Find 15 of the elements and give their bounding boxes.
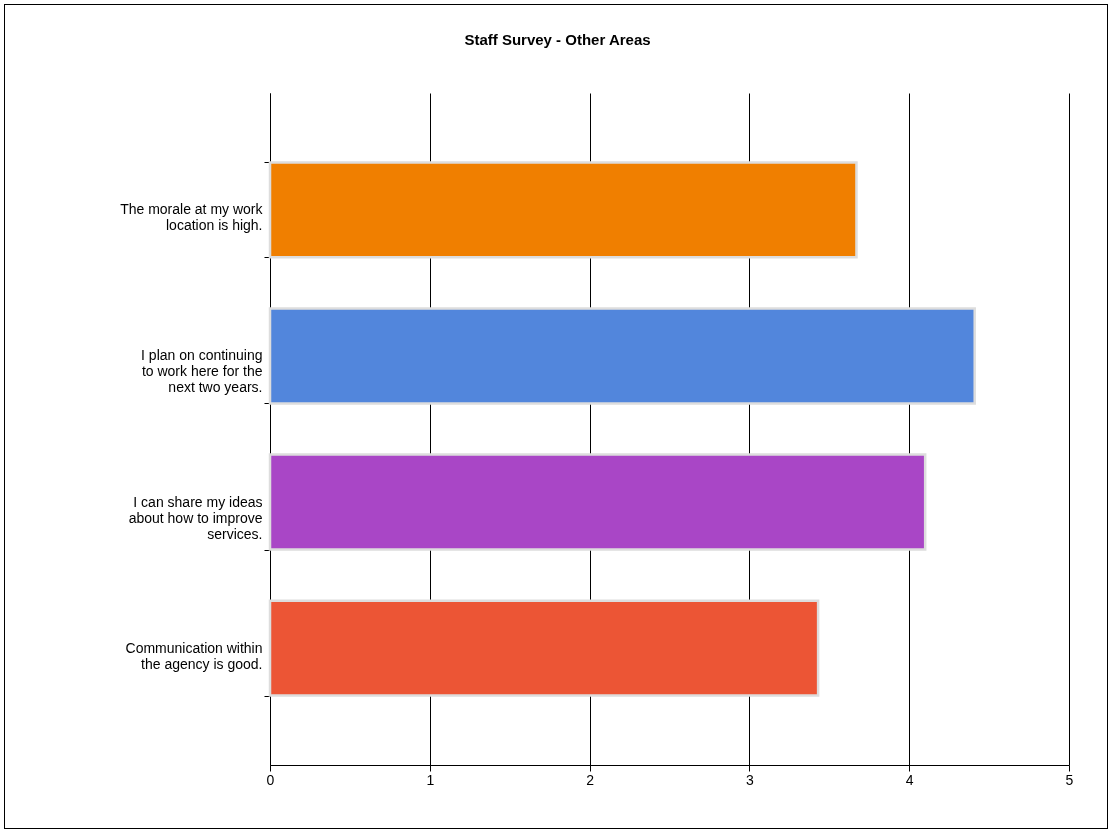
x-tick-label: 0 [266,771,275,788]
x-tick-label: 5 [1065,771,1074,788]
bar [268,307,976,405]
y-tick-label: I plan on continuing to work here for the next two years. [141,347,263,396]
x-tick-label: 1 [426,771,435,788]
x-tick-label: 4 [905,771,914,788]
bar [268,161,858,259]
bar [268,453,927,551]
y-tick-label: Communication within the agency is good. [125,639,263,672]
bar [268,599,820,697]
x-tick-label: 3 [746,771,754,788]
y-tick-label: The morale at my work location is high. [120,201,264,234]
y-tick-label: I can share my ideas about how to improve services. [128,493,263,542]
chart-title: Staff Survey - Other Areas [464,31,651,48]
x-tick-label: 2 [586,771,595,788]
